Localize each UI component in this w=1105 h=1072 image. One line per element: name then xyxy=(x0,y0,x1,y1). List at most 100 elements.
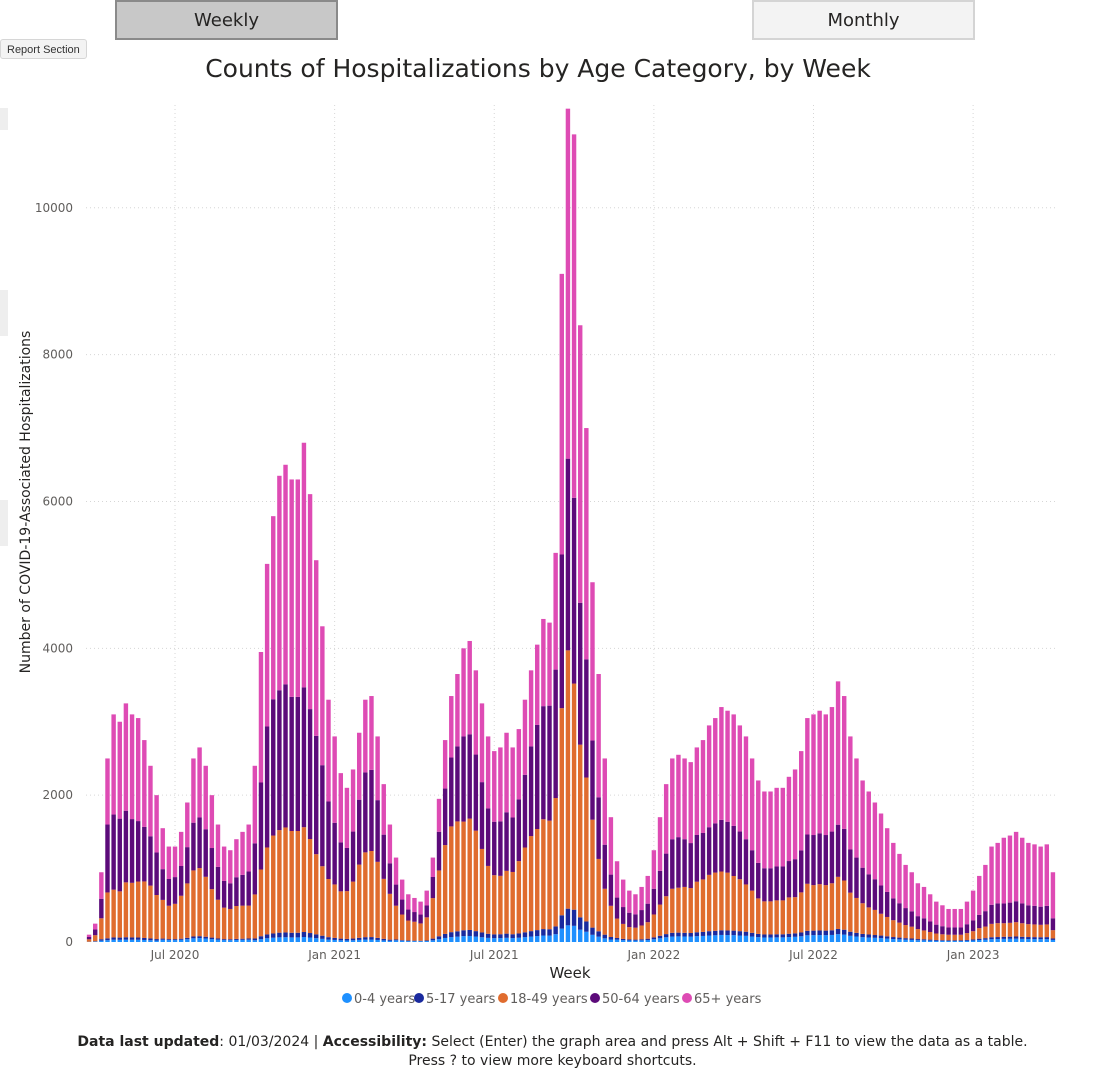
bar-segment[interactable] xyxy=(897,903,902,923)
bar-segment[interactable] xyxy=(719,934,724,942)
bar-segment[interactable] xyxy=(897,939,902,942)
bar-segment[interactable] xyxy=(166,846,172,879)
bar-segment[interactable] xyxy=(301,937,307,942)
bar-stack[interactable] xyxy=(995,842,1000,942)
bar-segment[interactable] xyxy=(430,857,436,877)
bar-segment[interactable] xyxy=(891,898,896,921)
bar-segment[interactable] xyxy=(228,883,233,909)
bar-stack[interactable] xyxy=(786,776,792,942)
bar-segment[interactable] xyxy=(387,939,393,941)
bar-segment[interactable] xyxy=(952,941,957,942)
bar-segment[interactable] xyxy=(958,934,964,941)
bar-segment[interactable] xyxy=(485,937,491,942)
bar-segment[interactable] xyxy=(234,839,239,878)
bar-segment[interactable] xyxy=(185,802,190,848)
bar-segment[interactable] xyxy=(105,892,110,939)
bar-stack[interactable] xyxy=(1013,831,1019,942)
bar-segment[interactable] xyxy=(449,696,454,758)
bar-segment[interactable] xyxy=(952,908,957,928)
bar-segment[interactable] xyxy=(430,876,436,899)
bar-stack[interactable] xyxy=(829,707,835,942)
bar-segment[interactable] xyxy=(369,937,374,940)
bar-segment[interactable] xyxy=(240,874,245,906)
bar-segment[interactable] xyxy=(829,831,835,884)
bar-segment[interactable] xyxy=(295,937,301,942)
bar-segment[interactable] xyxy=(1044,939,1049,942)
bar-segment[interactable] xyxy=(559,554,564,709)
bar-segment[interactable] xyxy=(399,940,405,942)
bar-segment[interactable] xyxy=(958,940,964,942)
bar-segment[interactable] xyxy=(983,864,988,912)
bar-segment[interactable] xyxy=(694,747,700,835)
bar-segment[interactable] xyxy=(541,618,546,707)
bar-segment[interactable] xyxy=(479,703,485,783)
bar-segment[interactable] xyxy=(921,939,927,941)
bar-segment[interactable] xyxy=(792,936,798,942)
bar-segment[interactable] xyxy=(872,935,878,938)
bar-segment[interactable] xyxy=(811,935,816,942)
bar-stack[interactable] xyxy=(307,494,313,942)
bar-segment[interactable] xyxy=(866,937,871,942)
bar-stack[interactable] xyxy=(467,640,472,942)
bar-segment[interactable] xyxy=(289,696,294,831)
bar-segment[interactable] xyxy=(1013,922,1019,937)
bar-segment[interactable] xyxy=(301,687,307,828)
bar-segment[interactable] xyxy=(663,853,669,897)
bar-stack[interactable] xyxy=(418,901,423,942)
bar-segment[interactable] xyxy=(737,931,743,936)
bar-segment[interactable] xyxy=(934,939,939,941)
bar-segment[interactable] xyxy=(228,908,233,940)
bar-segment[interactable] xyxy=(743,931,749,936)
bar-segment[interactable] xyxy=(191,870,196,937)
bar-stack[interactable] xyxy=(590,582,595,942)
bar-segment[interactable] xyxy=(737,725,743,832)
bar-segment[interactable] xyxy=(381,834,386,879)
bar-segment[interactable] xyxy=(915,939,921,941)
bar-segment[interactable] xyxy=(326,699,331,802)
bar-stack[interactable] xyxy=(903,864,908,942)
bar-segment[interactable] xyxy=(578,744,583,918)
bar-stack[interactable] xyxy=(848,736,853,942)
bar-segment[interactable] xyxy=(461,736,466,822)
bar-segment[interactable] xyxy=(442,937,448,942)
bar-segment[interactable] xyxy=(135,937,141,940)
bar-segment[interactable] xyxy=(682,886,687,933)
bar-segment[interactable] xyxy=(706,827,712,875)
bar-stack[interactable] xyxy=(117,721,122,942)
bar-segment[interactable] xyxy=(283,684,288,828)
bar-segment[interactable] xyxy=(970,920,976,932)
bar-segment[interactable] xyxy=(547,820,552,930)
bar-segment[interactable] xyxy=(105,940,110,942)
bar-segment[interactable] xyxy=(1001,923,1007,937)
bar-segment[interactable] xyxy=(774,866,779,901)
bar-segment[interactable] xyxy=(258,936,264,940)
bar-segment[interactable] xyxy=(799,850,804,893)
bar-segment[interactable] xyxy=(884,891,890,917)
bar-segment[interactable] xyxy=(578,602,583,745)
bar-stack[interactable] xyxy=(927,894,933,942)
bar-segment[interactable] xyxy=(289,932,294,938)
bar-segment[interactable] xyxy=(970,939,976,941)
bar-segment[interactable] xyxy=(841,934,847,942)
bar-stack[interactable] xyxy=(387,824,393,942)
bar-segment[interactable] xyxy=(375,861,380,938)
bar-segment[interactable] xyxy=(620,940,626,942)
bar-segment[interactable] xyxy=(424,905,429,918)
bar-segment[interactable] xyxy=(320,938,325,942)
bar-segment[interactable] xyxy=(663,784,669,854)
bar-segment[interactable] xyxy=(197,817,202,869)
bar-stack[interactable] xyxy=(878,813,884,942)
bar-segment[interactable] xyxy=(197,747,202,818)
bar-segment[interactable] xyxy=(473,830,479,932)
bar-stack[interactable] xyxy=(602,758,607,942)
bar-segment[interactable] xyxy=(234,906,239,939)
bar-segment[interactable] xyxy=(780,937,786,942)
bar-segment[interactable] xyxy=(240,905,245,939)
bar-segment[interactable] xyxy=(295,479,301,697)
bar-segment[interactable] xyxy=(835,681,841,825)
bar-segment[interactable] xyxy=(983,926,988,939)
bar-segment[interactable] xyxy=(209,795,215,849)
bar-stack[interactable] xyxy=(504,732,509,942)
bar-segment[interactable] xyxy=(878,885,884,914)
bar-segment[interactable] xyxy=(148,938,153,941)
